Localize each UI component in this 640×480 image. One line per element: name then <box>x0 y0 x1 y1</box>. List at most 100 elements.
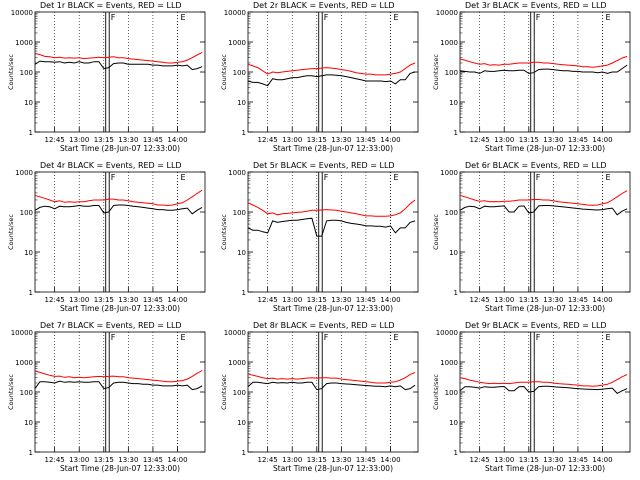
det-7-x-tick-label: 13:00 <box>69 456 89 464</box>
det-1-title: Det 1r BLACK = Events, RED = LLD <box>40 1 182 10</box>
det-7-y-tick-label: 1000 <box>15 359 33 367</box>
det-7-y-tick-label: 10 <box>24 419 33 427</box>
det-4-x-tick-label: 13:00 <box>69 296 89 304</box>
det-6-y-tick-label: 100 <box>445 209 458 217</box>
det-1-x-tick-label: 13:30 <box>118 136 138 144</box>
det-9-series-black-events <box>459 385 628 395</box>
det-5-x-tick-label: 13:30 <box>331 296 351 304</box>
det-6-y-axis-label: Counts/sec <box>432 214 440 250</box>
det-9-marker-label-F: F <box>536 333 541 342</box>
det-3-x-tick-label: 12:45 <box>470 136 490 144</box>
det-3-title: Det 3r BLACK = Events, RED = LLD <box>465 1 607 10</box>
det-4-x-tick-label: 12:45 <box>45 296 65 304</box>
det-4-title: Det 4r BLACK = Events, RED = LLD <box>40 161 182 170</box>
det-2-x-tick-label: 13:00 <box>282 136 302 144</box>
det-5-marker-label-E: E <box>393 173 398 182</box>
det-3-y-axis-label: Counts/sec <box>432 54 440 90</box>
det-9-y-tick-label: 10000 <box>436 329 458 337</box>
det-4-marker-label-E: E <box>180 173 185 182</box>
det-2-marker-label-E: E <box>393 13 398 22</box>
det-4-series-black-events <box>34 204 203 215</box>
det-9-y-tick-label: 1000 <box>440 359 458 367</box>
det-4-frame <box>34 171 206 293</box>
det-2-y-tick-label: 100 <box>233 69 246 77</box>
det-1-y-tick-label: 100 <box>20 69 33 77</box>
det-9-x-tick-label: 12:45 <box>470 456 490 464</box>
det-9-series-red-lld <box>459 374 628 387</box>
det-6-marker-label-E: E <box>605 173 610 182</box>
det-8-series-red-lld <box>247 371 416 384</box>
det-3-y-tick-label: 10000 <box>436 9 458 17</box>
det-4-x-tick-label: 13:45 <box>143 296 163 304</box>
det-3-marker-label-E: E <box>605 13 610 22</box>
det-2-y-tick-label: 10 <box>237 99 246 107</box>
det-7-y-tick-label: 1 <box>29 449 33 457</box>
det-9-x-tick-label: 13:45 <box>568 456 588 464</box>
det-2-series-red-lld <box>247 62 416 76</box>
det-1-series-red-lld <box>34 51 203 64</box>
det-7-x-tick-label: 12:45 <box>45 456 65 464</box>
det-4-marker-label-F: F <box>111 173 116 182</box>
det-8-marker-label-E: E <box>393 333 398 342</box>
det-7-x-tick-label: 13:30 <box>118 456 138 464</box>
detector-panel-4: Det 4r BLACK = Events, RED = LLD 1 10 100 10… <box>7 161 206 313</box>
det-7-y-tick-label: 10000 <box>11 329 33 337</box>
det-6-x-tick-label: 13:15 <box>519 296 539 304</box>
det-9-frame <box>459 331 631 453</box>
det-5-x-tick-label: 13:15 <box>307 296 327 304</box>
det-5-marker-label-F: F <box>324 173 329 182</box>
det-8-x-tick-label: 13:15 <box>307 456 327 464</box>
det-8-y-tick-label: 10000 <box>224 329 246 337</box>
det-6-marker-label-F: F <box>536 173 541 182</box>
det-9-y-axis-label: Counts/sec <box>432 374 440 410</box>
det-6-x-tick-label: 13:30 <box>543 296 563 304</box>
det-1-x-tick-label: 13:45 <box>143 136 163 144</box>
det-2-x-tick-label: 13:30 <box>331 136 351 144</box>
det-6-y-tick-label: 1 <box>454 289 458 297</box>
det-6-x-tick-label: 12:45 <box>470 296 490 304</box>
det-6-x-tick-label: 13:00 <box>494 296 514 304</box>
det-7-frame <box>34 331 206 453</box>
det-5-x-tick-label: 13:00 <box>282 296 302 304</box>
det-3-series-red-lld <box>459 55 628 68</box>
det-2-x-tick-label: 12:45 <box>258 136 278 144</box>
det-8-y-tick-label: 100 <box>233 389 246 397</box>
det-3-y-tick-label: 10 <box>449 99 458 107</box>
det-7-marker-label-E: E <box>180 333 185 342</box>
det-4-y-axis-label: Counts/sec <box>7 214 15 250</box>
det-2-x-tick-label: 13:15 <box>307 136 327 144</box>
det-7-marker-label-F: F <box>111 333 116 342</box>
det-1-y-tick-label: 10 <box>24 99 33 107</box>
det-6-x-tick-label: 14:00 <box>592 296 612 304</box>
det-5-frame <box>247 171 419 293</box>
det-8-x-tick-label: 12:45 <box>258 456 278 464</box>
det-9-y-tick-label: 100 <box>445 389 458 397</box>
det-3-series-black-events <box>459 64 628 74</box>
det-1-y-tick-label: 1 <box>29 129 33 137</box>
det-9-y-tick-label: 1 <box>454 449 458 457</box>
det-6-series-red-lld <box>459 190 628 206</box>
det-5-y-tick-label: 1000 <box>228 169 246 177</box>
det-9-title: Det 9r BLACK = Events, RED = LLD <box>465 321 607 330</box>
det-9-x-tick-label: 13:15 <box>519 456 539 464</box>
det-5-y-axis-label: Counts/sec <box>220 214 228 250</box>
detector-panel-2: Det 2r BLACK = Events, RED = LLD 1 10 100 10… <box>220 1 419 153</box>
det-8-x-tick-label: 14:00 <box>380 456 400 464</box>
det-2-y-tick-label: 1000 <box>228 39 246 47</box>
det-2-x-axis-label: Start Time (28-Jun-07 12:33:00) <box>273 144 393 153</box>
det-2-x-tick-label: 14:00 <box>380 136 400 144</box>
det-7-y-tick-label: 100 <box>20 389 33 397</box>
det-7-series-black-events <box>34 380 203 391</box>
det-1-y-tick-label: 10000 <box>11 9 33 17</box>
det-5-y-tick-label: 10 <box>237 249 246 257</box>
det-7-x-tick-label: 14:00 <box>167 456 187 464</box>
det-6-frame <box>459 171 631 293</box>
det-3-x-tick-label: 13:15 <box>519 136 539 144</box>
det-1-marker-label-E: E <box>180 13 185 22</box>
det-8-y-axis-label: Counts/sec <box>220 374 228 410</box>
det-6-series-black-events <box>459 205 628 216</box>
det-5-title: Det 5r BLACK = Events, RED = LLD <box>253 161 395 170</box>
det-3-x-tick-label: 13:45 <box>568 136 588 144</box>
det-4-x-tick-label: 14:00 <box>167 296 187 304</box>
det-6-x-axis-label: Start Time (28-Jun-07 12:33:00) <box>485 304 605 313</box>
